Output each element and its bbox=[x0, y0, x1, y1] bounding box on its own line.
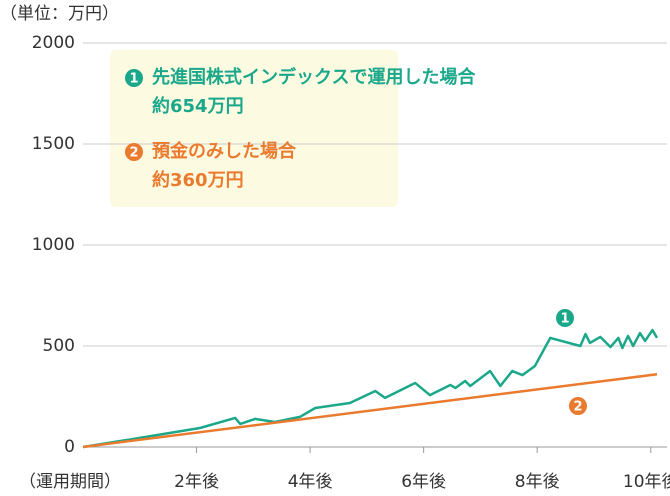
x-tick-label: 6年後 bbox=[401, 472, 446, 492]
legend-label: 預金のみした場合 bbox=[152, 140, 297, 162]
y-axis-label: （単位：万円） bbox=[0, 4, 119, 24]
line-marker-circle bbox=[569, 397, 587, 415]
x-tick-label: 4年後 bbox=[288, 472, 333, 492]
y-tick-label: 1500 bbox=[32, 134, 75, 154]
legend-box bbox=[110, 50, 398, 207]
y-tick-label: 1000 bbox=[32, 235, 75, 255]
legend-marker-circle bbox=[125, 143, 143, 161]
legend-marker: 1 bbox=[129, 72, 138, 87]
legend-marker-circle bbox=[125, 69, 143, 87]
x-tick-label: 10年後 bbox=[623, 472, 670, 492]
legend-note: 約360万円 bbox=[152, 169, 244, 191]
y-tick-label: 2000 bbox=[32, 33, 75, 53]
x-tick-label: 8年後 bbox=[515, 472, 560, 492]
y-tick-label: 0 bbox=[64, 437, 75, 457]
x-tick-label: 2年後 bbox=[174, 472, 219, 492]
series-line bbox=[82, 328, 659, 449]
y-tick-label: 500 bbox=[43, 336, 75, 356]
line-marker: 1 bbox=[560, 312, 569, 327]
legend-marker: 2 bbox=[129, 146, 138, 161]
x-axis-label: （運用期間） bbox=[19, 472, 121, 492]
legend-label: 先進国株式インデックスで運用した場合 bbox=[152, 66, 476, 88]
line-marker: 2 bbox=[573, 400, 582, 415]
series-line bbox=[82, 373, 658, 449]
line-marker-circle bbox=[556, 309, 574, 327]
legend-note: 約654万円 bbox=[152, 95, 244, 117]
